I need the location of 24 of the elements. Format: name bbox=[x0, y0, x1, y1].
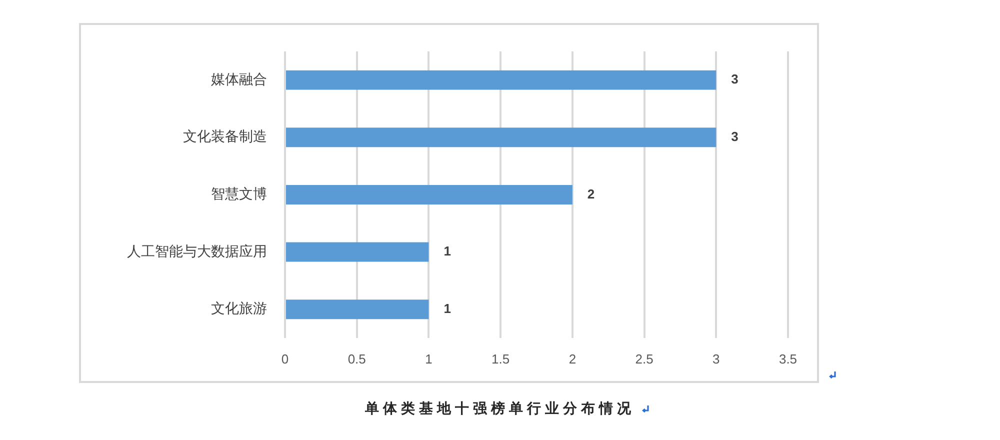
data-label: 3 bbox=[731, 128, 738, 144]
data-label: 1 bbox=[444, 300, 451, 316]
x-tick-label: 3 bbox=[712, 351, 720, 366]
data-label: 1 bbox=[444, 244, 451, 259]
data-label: 2 bbox=[587, 186, 595, 202]
bar bbox=[286, 300, 429, 320]
bar bbox=[286, 128, 716, 148]
y-tick-label: 文化旅游 bbox=[211, 300, 267, 316]
y-tick-label: 文化装备制造 bbox=[183, 128, 267, 144]
text: 单体类基地十强榜单行业分布情况 bbox=[365, 400, 635, 416]
y-tick-label: 媒体融合 bbox=[211, 70, 267, 87]
x-tick-label: 1.5 bbox=[492, 351, 510, 366]
data-label: 3 bbox=[731, 72, 738, 87]
x-tick-label: 0 bbox=[281, 351, 289, 366]
bar bbox=[286, 184, 572, 204]
x-tick-label: 1 bbox=[425, 351, 432, 366]
bar bbox=[286, 242, 429, 262]
y-tick-label: 人工智能与大数据应用 bbox=[127, 242, 267, 259]
x-tick-label: 3.5 bbox=[778, 351, 798, 366]
x-tick-label: 0.5 bbox=[348, 351, 366, 366]
x-tick-label: 2.5 bbox=[635, 351, 654, 366]
x-tick-label: 2 bbox=[568, 351, 576, 366]
bar bbox=[286, 70, 716, 90]
y-tick-label: 智慧文博 bbox=[211, 186, 267, 202]
